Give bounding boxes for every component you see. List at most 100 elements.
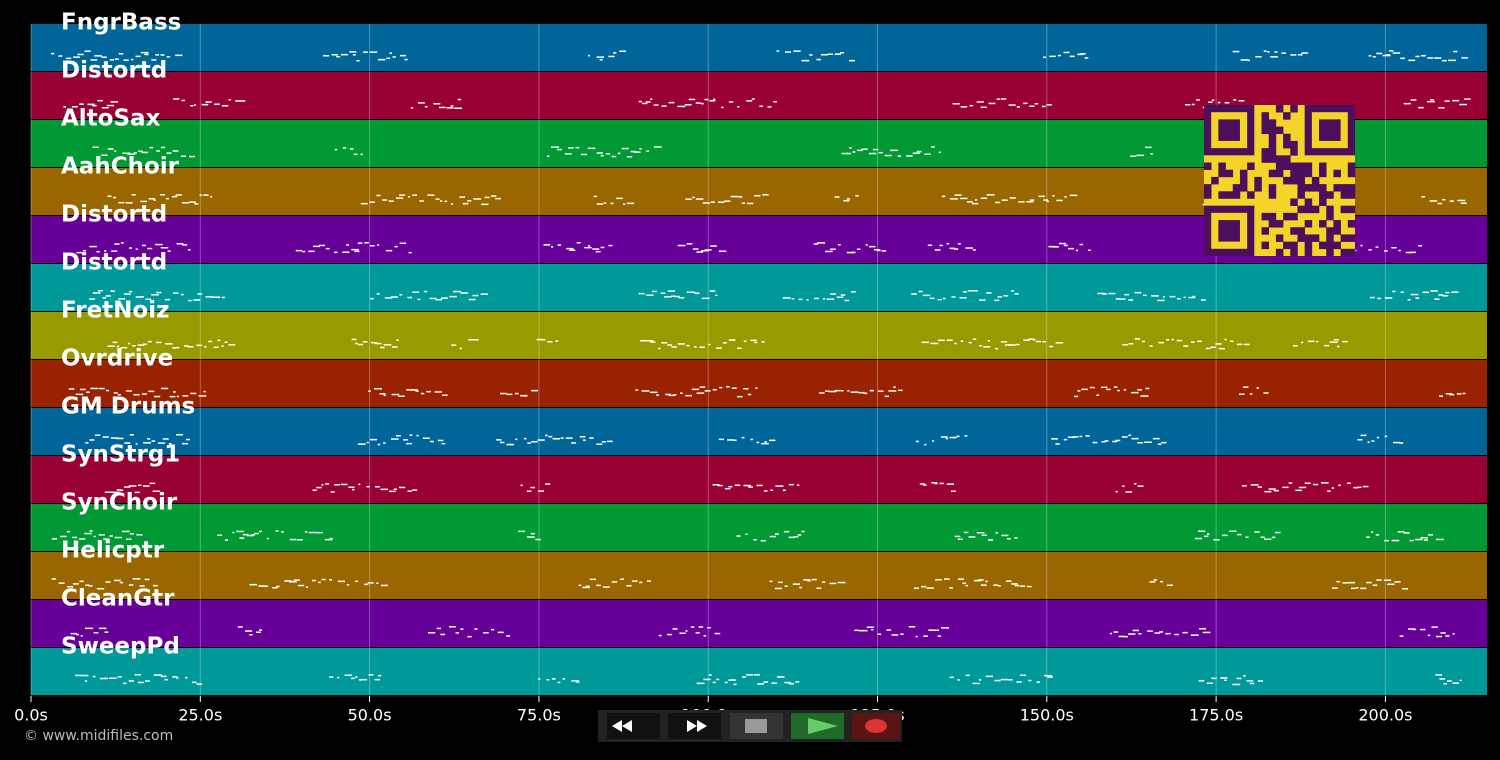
- note: [214, 103, 220, 105]
- note: [1415, 538, 1423, 541]
- note: [1230, 340, 1234, 342]
- note: [811, 578, 817, 581]
- note: [104, 677, 108, 680]
- note: [952, 103, 960, 105]
- note: [451, 203, 454, 205]
- note: [143, 442, 151, 444]
- note: [1115, 439, 1121, 442]
- note: [115, 437, 124, 440]
- note: [1255, 56, 1262, 58]
- note: [927, 244, 933, 246]
- note: [972, 682, 980, 685]
- note: [455, 632, 459, 634]
- note: [820, 54, 829, 56]
- note: [304, 531, 308, 533]
- note: [86, 391, 90, 393]
- track-name: FretNoiz: [61, 298, 170, 324]
- note: [1394, 581, 1401, 583]
- note: [383, 344, 392, 346]
- note: [985, 580, 988, 583]
- note: [971, 202, 979, 205]
- note: [1428, 534, 1433, 536]
- note: [1108, 292, 1116, 295]
- note: [776, 676, 785, 678]
- note: [109, 677, 117, 679]
- note: [846, 152, 851, 155]
- note: [1203, 535, 1209, 538]
- note: [1247, 59, 1250, 62]
- qr-module: [1268, 220, 1277, 228]
- note: [967, 290, 975, 292]
- note: [412, 489, 418, 491]
- note: [957, 679, 960, 681]
- qr-module: [1283, 212, 1291, 221]
- note: [995, 201, 1001, 204]
- note: [741, 436, 745, 439]
- note: [1084, 57, 1089, 59]
- note: [188, 201, 196, 203]
- note: [196, 683, 203, 685]
- note: [703, 635, 707, 637]
- note: [76, 633, 79, 636]
- note: [1257, 680, 1263, 682]
- note: [481, 203, 489, 206]
- note: [453, 290, 461, 293]
- note: [118, 53, 124, 55]
- note: [1016, 681, 1022, 683]
- note: [1043, 199, 1048, 201]
- note: [737, 395, 743, 398]
- note: [412, 389, 418, 391]
- note: [988, 102, 996, 105]
- note: [105, 389, 110, 392]
- note: [126, 538, 132, 540]
- note: [67, 586, 73, 588]
- note: [721, 106, 724, 109]
- note: [142, 485, 150, 487]
- note: [1398, 249, 1401, 252]
- qr-module: [1247, 162, 1255, 171]
- note: [217, 534, 223, 536]
- note: [439, 200, 443, 202]
- note: [1263, 392, 1269, 394]
- note: [1147, 630, 1153, 632]
- note: [1165, 632, 1171, 635]
- note: [639, 581, 643, 584]
- note: [308, 250, 315, 253]
- qr-module: [1347, 248, 1356, 257]
- note: [834, 53, 841, 55]
- note: [147, 247, 153, 250]
- note: [1301, 341, 1304, 344]
- note: [419, 200, 424, 202]
- qr-module: [1283, 176, 1291, 185]
- note: [104, 250, 107, 252]
- note: [1393, 441, 1400, 444]
- note: [175, 194, 183, 196]
- note: [360, 153, 363, 156]
- note: [679, 632, 686, 634]
- note: [1400, 57, 1405, 60]
- note: [661, 105, 667, 107]
- note: [1208, 101, 1213, 103]
- note: [148, 390, 155, 393]
- note: [138, 150, 143, 152]
- note: [1069, 194, 1078, 197]
- note: [118, 201, 125, 204]
- note: [329, 537, 333, 540]
- note: [355, 342, 358, 345]
- note: [794, 536, 799, 538]
- note: [1057, 54, 1061, 57]
- note: [355, 676, 358, 678]
- note: [750, 339, 757, 342]
- note: [168, 443, 172, 445]
- note: [869, 245, 876, 248]
- note: [588, 54, 590, 57]
- qr-module: [1225, 169, 1234, 178]
- note: [160, 247, 169, 249]
- note: [1102, 293, 1107, 295]
- note: [293, 579, 300, 581]
- note: [331, 54, 338, 56]
- track-band: [31, 504, 1487, 551]
- note: [130, 58, 134, 61]
- note: [949, 587, 953, 589]
- note: [965, 247, 973, 249]
